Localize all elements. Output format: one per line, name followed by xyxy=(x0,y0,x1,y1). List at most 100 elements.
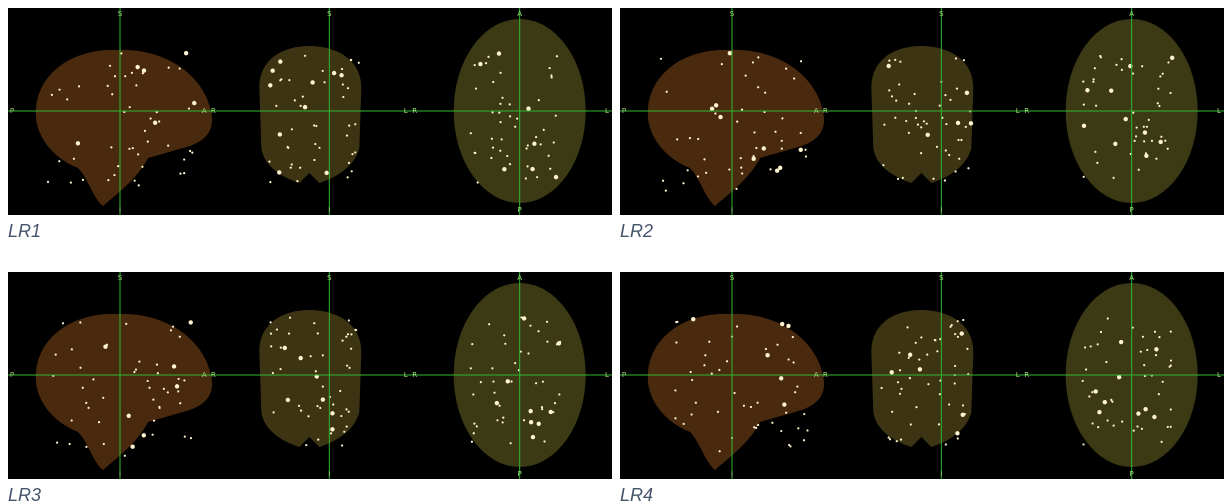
activation-dot xyxy=(888,89,890,91)
orientation-label: P xyxy=(518,470,522,478)
activation-dot xyxy=(755,427,757,429)
activation-dot xyxy=(555,115,557,117)
activation-dot xyxy=(954,382,956,384)
activation-dot xyxy=(920,126,922,128)
activation-dot xyxy=(1106,419,1108,421)
activation-dot xyxy=(957,437,959,439)
panel: SIPASIRLAPRL xyxy=(620,272,1224,479)
orientation-label: R xyxy=(823,107,828,115)
activation-dot xyxy=(503,334,505,336)
activation-dot xyxy=(785,412,787,414)
activation-dot xyxy=(917,124,919,126)
activation-dot xyxy=(1121,69,1123,71)
activation-dot xyxy=(1135,135,1137,137)
activation-dot xyxy=(342,96,344,98)
activation-dot xyxy=(78,85,80,87)
orientation-label: I xyxy=(328,470,330,478)
activation-dot xyxy=(493,392,495,394)
activation-dot xyxy=(781,148,783,150)
activation-dot xyxy=(158,406,160,408)
activation-dot xyxy=(313,159,315,161)
activation-dot xyxy=(477,181,479,183)
activation-dot xyxy=(127,414,131,418)
activation-dot xyxy=(268,83,272,87)
activation-dot xyxy=(897,381,899,383)
activation-dot xyxy=(296,180,298,182)
activation-dot xyxy=(927,383,929,385)
activation-dot xyxy=(1134,140,1136,142)
activation-dot xyxy=(184,436,186,438)
orientation-label: I xyxy=(940,470,942,478)
activation-dot xyxy=(480,381,482,383)
activation-dot xyxy=(792,336,794,338)
activation-dot xyxy=(559,341,561,343)
activation-dot xyxy=(803,413,805,415)
panel-label: LR2 xyxy=(620,221,653,242)
activation-dot xyxy=(687,169,689,171)
orientation-label: P xyxy=(622,107,626,115)
activation-dot xyxy=(558,393,560,395)
activation-dot xyxy=(490,157,492,159)
activation-dot xyxy=(752,61,754,63)
activation-dot xyxy=(666,91,668,93)
activation-dot xyxy=(918,358,920,360)
orientation-label: I xyxy=(119,206,121,214)
activation-dot xyxy=(532,142,536,146)
activation-dot xyxy=(910,423,912,425)
activation-dot xyxy=(714,103,718,107)
activation-dot xyxy=(313,322,315,324)
activation-dot xyxy=(1093,78,1095,80)
activation-dot xyxy=(926,133,930,137)
orientation-label: L xyxy=(605,107,609,115)
activation-dot xyxy=(471,343,473,345)
activation-dot xyxy=(138,184,140,186)
activation-dot xyxy=(109,65,111,67)
activation-dot xyxy=(740,167,742,169)
activation-dot xyxy=(703,364,705,366)
activation-dot xyxy=(523,419,525,421)
activation-dot xyxy=(799,148,803,152)
activation-dot xyxy=(526,106,530,110)
activation-dot xyxy=(332,403,334,405)
activation-dot xyxy=(796,385,798,387)
activation-dot xyxy=(142,433,146,437)
activation-dot xyxy=(764,92,766,94)
activation-dot xyxy=(697,138,699,140)
activation-dot xyxy=(527,144,529,146)
activation-dot xyxy=(717,411,719,413)
orientation-label: A xyxy=(814,107,819,115)
activation-dot xyxy=(920,152,922,154)
activation-dot xyxy=(341,340,343,342)
activation-dot xyxy=(957,336,959,338)
activation-dot xyxy=(711,373,713,375)
activation-dot xyxy=(351,153,353,155)
activation-dot xyxy=(1159,75,1161,77)
activation-dot xyxy=(175,384,179,388)
activation-dot xyxy=(499,121,501,123)
activation-dot xyxy=(310,80,314,84)
activation-dot xyxy=(697,175,699,177)
activation-dot xyxy=(348,162,350,164)
activation-dot xyxy=(179,336,181,338)
activation-dot xyxy=(157,372,159,374)
orientation-label: R xyxy=(211,371,216,379)
activation-dot xyxy=(541,406,543,408)
activation-dot xyxy=(1085,368,1087,370)
activation-dot xyxy=(322,70,324,72)
activation-dot xyxy=(129,106,131,108)
activation-dot xyxy=(804,149,806,151)
activation-dot xyxy=(753,131,755,133)
orientation-label: L xyxy=(404,371,408,379)
activation-dot xyxy=(682,182,684,184)
activation-dot xyxy=(330,427,334,431)
orientation-label: L xyxy=(1217,107,1221,115)
activation-dot xyxy=(135,369,137,371)
activation-dot xyxy=(315,125,317,127)
orientation-label: I xyxy=(119,470,121,478)
activation-dot xyxy=(969,121,973,125)
orientation-label: L xyxy=(404,107,408,115)
activation-dot xyxy=(269,181,271,183)
activation-dot xyxy=(279,368,281,370)
activation-dot xyxy=(1141,428,1143,430)
activation-dot xyxy=(107,85,109,87)
